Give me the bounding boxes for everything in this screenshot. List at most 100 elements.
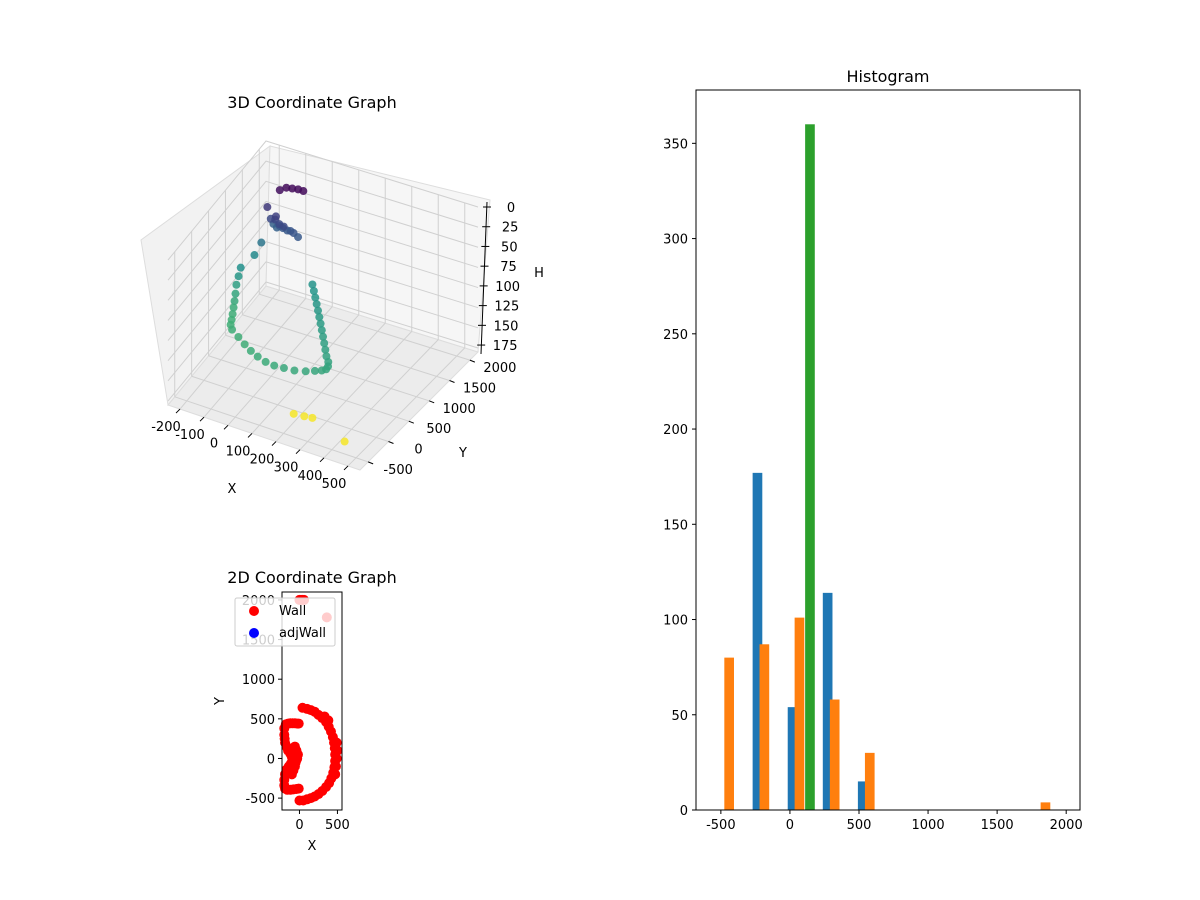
chart-3d-y-label: Y [458,446,467,461]
chart-3d-point [250,251,259,260]
y-tick-mark [428,400,435,404]
y-tick-label: 1000 [443,402,476,417]
chart-3d-point [231,289,240,298]
chart-2d-coordinate-graph: 2D Coordinate Graph 0500-500050010001500… [213,568,397,854]
y-tick-label: 250 [663,328,688,343]
grid-z [167,200,479,321]
grid-z [167,220,479,341]
chart-3d-point [229,303,238,312]
chart-3d-point [257,238,266,247]
z-tick-label: 100 [495,280,520,295]
chart-3d-x-label: X [228,482,237,497]
chart-histogram: Histogram -500 0 500 1000 1500 2000 0 50 100 150 2… [663,67,1083,833]
chart-2d-point-wall [289,751,300,762]
chart-3d-point [317,326,326,335]
x-tick-label: 0 [295,818,303,833]
y-tick-label: 1000 [242,673,275,688]
x-tick-mark [295,449,301,455]
y-tick-mark [408,420,415,424]
chart-2d-points [279,594,343,806]
z-tick-label: 75 [500,260,517,275]
legend-adjwall-marker [249,628,259,638]
y-tick-label: 0 [267,752,275,767]
legend-wall-marker [249,606,259,616]
chart-3d-axes: -200-1000100200300400500-500050010001500… [151,201,520,492]
chart-3d-point [315,313,324,322]
chart-3d-point [282,183,291,192]
chart-3d-point [279,364,288,373]
chart-3d-point [309,286,318,295]
grid-z [167,160,479,281]
chart-3d-panes [140,144,491,471]
x-tick-label: 300 [274,461,299,476]
x-tick-label: 1000 [912,818,945,833]
y-tick-mark [388,441,394,444]
chart-2d-point-wall [297,702,308,713]
chart-3d-point [279,222,288,231]
chart-2d-x-label: X [308,839,317,854]
grid-floor-y [242,314,450,381]
chart-2d-point-wall [331,753,342,764]
y-tick-label: 300 [663,233,688,248]
histogram-bar-series-0 [857,781,868,810]
x-tick-label: -500 [706,818,736,833]
z-tick-label: 0 [507,201,515,216]
chart-3d-point [271,212,280,221]
y-tick-label: 500 [250,713,275,728]
chart-3d-point [308,413,317,422]
chart-3d-point [294,233,303,242]
z-tick-label: 25 [502,221,519,236]
y-tick-label: 0 [414,443,422,458]
grid-floor-x [227,306,333,426]
z-axis-line [480,201,488,355]
chart-2d-point-wall [331,737,342,748]
chart-3d-point [319,332,328,341]
chart-3d-point [234,272,243,281]
z-tick-label: 175 [493,339,518,354]
histogram-title: Histogram [847,67,930,86]
histogram-bar-series-0 [752,472,763,810]
histogram-bar-series-1 [724,657,734,810]
chart-3d-point [314,306,322,315]
chart-3d-point [230,297,239,306]
histogram-bar-series-1 [794,617,805,810]
y-tick-mark [367,461,374,465]
chart-3d-point [310,366,319,375]
histogram-bar-series-0 [787,707,798,810]
chart-3d-point [253,352,262,361]
x-tick-label: 500 [325,818,350,833]
x-tick-mark [319,457,325,463]
y-tick-label: 1500 [463,381,496,396]
chart-3d-point [322,352,331,361]
histogram-bar-series-1 [1040,802,1051,810]
z-tick-label: 50 [501,240,518,255]
grid-floor-y [208,355,409,422]
histogram-axes: -500 0 500 1000 1500 2000 0 50 100 150 200 250 300 35… [663,137,1083,833]
x-tick-mark [175,408,181,414]
x-tick-label: 0 [786,818,794,833]
z-tick-label: 150 [494,319,519,334]
histogram-bar-series-1 [759,644,770,810]
x-tick-label: 500 [847,818,872,833]
chart-3d-point [321,345,330,354]
chart-3d-point [311,293,320,302]
chart-2d-legend: Wall adjWall [234,597,336,647]
z-tick-label: 125 [494,300,519,315]
legend-box [234,597,336,647]
grid-z [167,241,479,362]
chart-3d-point [340,437,349,446]
histogram-frame [695,89,1081,811]
chart-2d-point-wall [332,745,343,756]
x-tick-label: 400 [298,469,323,484]
chart-3d-point [240,340,249,349]
chart-3d-point [299,187,308,196]
chart-3d-point [263,203,272,212]
y-tick-mark [469,359,476,363]
x-tick-label: -200 [151,420,181,435]
chart-3d-point [261,357,270,366]
y-tick-label: 200 [663,423,688,438]
chart-2d-point-wall [293,718,304,729]
y-tick-label: -500 [245,792,275,807]
x-tick-mark [199,416,205,422]
